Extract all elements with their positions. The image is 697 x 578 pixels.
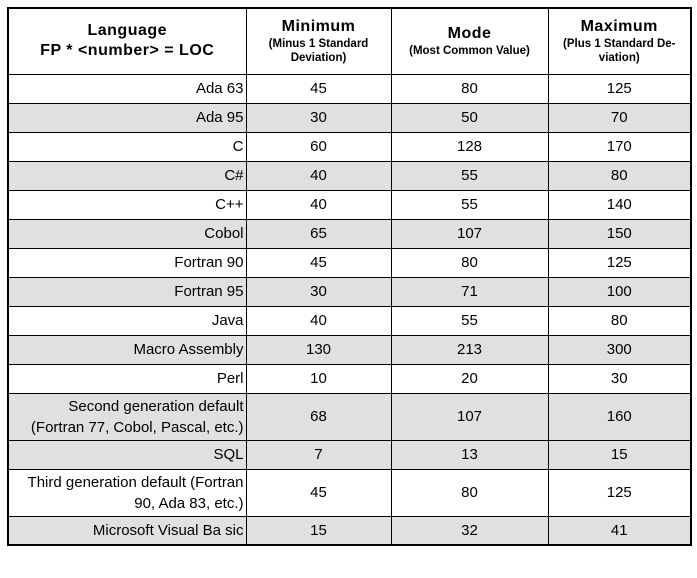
table-row: Perl 10 20 30 <box>7 363 692 394</box>
cell-minimum: 10 <box>245 363 392 394</box>
cell-minimum: 60 <box>245 131 392 162</box>
cell-maximum: 170 <box>547 131 692 162</box>
cell-maximum: 30 <box>547 363 692 394</box>
table-row: SQL 7 13 15 <box>7 439 692 470</box>
cell-language: Fortran 95 <box>7 276 247 307</box>
cell-maximum: 125 <box>547 468 692 517</box>
cell-minimum: 40 <box>245 189 392 220</box>
cell-language: SQL <box>7 439 247 470</box>
table-row: C 60 128 170 <box>7 131 692 162</box>
cell-maximum: 300 <box>547 334 692 365</box>
table-row: Macro Assembly 130 213 300 <box>7 334 692 365</box>
cell-mode: 107 <box>390 218 549 249</box>
cell-mode: 107 <box>390 392 549 441</box>
cell-maximum: 70 <box>547 102 692 133</box>
cell-maximum: 41 <box>547 515 692 546</box>
header-row: Language FP * <number> = LOC Minimum (Mi… <box>7 7 692 75</box>
cell-mode: 128 <box>390 131 549 162</box>
cell-minimum: 45 <box>245 247 392 278</box>
cell-language: C++ <box>7 189 247 220</box>
cell-mode: 50 <box>390 102 549 133</box>
cell-language: C# <box>7 160 247 191</box>
cell-mode: 55 <box>390 305 549 336</box>
cell-minimum: 7 <box>245 439 392 470</box>
cell-minimum: 45 <box>245 468 392 517</box>
cell-maximum: 125 <box>547 247 692 278</box>
header-maximum-subtitle: (Plus 1 Standard De-viation) <box>563 38 676 65</box>
header-mode-title: Mode <box>447 25 492 43</box>
cell-language: Ada 63 <box>7 73 247 104</box>
cell-maximum: 100 <box>547 276 692 307</box>
cell-mode: 13 <box>390 439 549 470</box>
cell-minimum: 15 <box>245 515 392 546</box>
cell-mode: 80 <box>390 247 549 278</box>
table-header: Language FP * <number> = LOC Minimum (Mi… <box>7 7 692 75</box>
cell-language: Ada 95 <box>7 102 247 133</box>
cell-mode: 80 <box>390 468 549 517</box>
table-row: Microsoft Visual Ba sic 15 32 41 <box>7 515 692 546</box>
header-language-formula: FP * <number> = LOC <box>40 42 215 60</box>
table-body: Ada 63 45 80 125 Ada 95 30 50 70 C 60 128 170 C# 40 55… <box>7 73 692 546</box>
header-maximum: Maximum (Plus 1 Standard De-viation) <box>547 7 692 75</box>
cell-minimum: 30 <box>245 276 392 307</box>
cell-minimum: 65 <box>245 218 392 249</box>
cell-maximum: 160 <box>547 392 692 441</box>
cell-language: Perl <box>7 363 247 394</box>
cell-language: Second generation default (Fortran 77, C… <box>7 392 247 441</box>
cell-maximum: 150 <box>547 218 692 249</box>
cell-language: Java <box>7 305 247 336</box>
header-mode-subtitle: (Most Common Value) <box>409 45 530 58</box>
header-minimum-subtitle: (Minus 1 Standard Deviation) <box>268 38 369 65</box>
table-row: Java 40 55 80 <box>7 305 692 336</box>
cell-mode: 71 <box>390 276 549 307</box>
table-row: C++ 40 55 140 <box>7 189 692 220</box>
cell-mode: 32 <box>390 515 549 546</box>
cell-maximum: 15 <box>547 439 692 470</box>
cell-maximum: 140 <box>547 189 692 220</box>
table-row: C# 40 55 80 <box>7 160 692 191</box>
cell-language: Third generation default (Fortran 90, Ad… <box>7 468 247 517</box>
cell-minimum: 130 <box>245 334 392 365</box>
table-row: Cobol 65 107 150 <box>7 218 692 249</box>
cell-maximum: 80 <box>547 160 692 191</box>
table-row: Ada 63 45 80 125 <box>7 73 692 104</box>
table-row: Third generation default (Fortran 90, Ad… <box>7 468 692 517</box>
cell-mode: 55 <box>390 189 549 220</box>
cell-minimum: 40 <box>245 305 392 336</box>
header-minimum: Minimum (Minus 1 Standard Deviation) <box>245 7 392 75</box>
fp-loc-table: Language FP * <number> = LOC Minimum (Mi… <box>7 7 692 546</box>
header-language: Language FP * <number> = LOC <box>7 7 247 75</box>
cell-mode: 55 <box>390 160 549 191</box>
cell-language: Macro Assembly <box>7 334 247 365</box>
cell-mode: 213 <box>390 334 549 365</box>
cell-maximum: 125 <box>547 73 692 104</box>
table-row: Fortran 90 45 80 125 <box>7 247 692 278</box>
cell-language: Cobol <box>7 218 247 249</box>
table-row: Ada 95 30 50 70 <box>7 102 692 133</box>
cell-language: Microsoft Visual Ba sic <box>7 515 247 546</box>
cell-mode: 80 <box>390 73 549 104</box>
cell-minimum: 45 <box>245 73 392 104</box>
header-language-title: Language <box>87 22 168 40</box>
cell-minimum: 68 <box>245 392 392 441</box>
cell-minimum: 30 <box>245 102 392 133</box>
header-maximum-title: Maximum <box>580 18 658 36</box>
table-row: Fortran 95 30 71 100 <box>7 276 692 307</box>
cell-language: C <box>7 131 247 162</box>
table-row: Second generation default (Fortran 77, C… <box>7 392 692 441</box>
header-minimum-title: Minimum <box>281 18 356 36</box>
cell-minimum: 40 <box>245 160 392 191</box>
header-mode: Mode (Most Common Value) <box>390 7 549 75</box>
cell-language: Fortran 90 <box>7 247 247 278</box>
cell-maximum: 80 <box>547 305 692 336</box>
cell-mode: 20 <box>390 363 549 394</box>
